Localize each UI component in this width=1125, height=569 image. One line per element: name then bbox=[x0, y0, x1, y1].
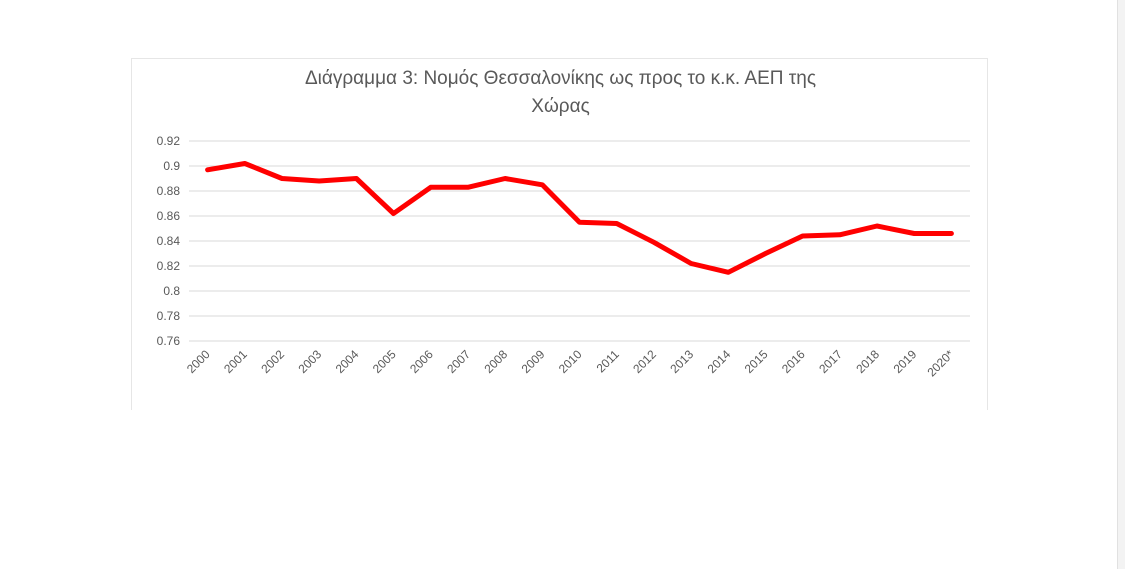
chart-title-line2: Χώρας bbox=[531, 96, 590, 117]
x-tick-label: 2005 bbox=[370, 347, 399, 376]
x-tick-label: 2020* bbox=[924, 347, 956, 379]
x-tick-label: 2014 bbox=[705, 347, 734, 376]
vertical-scrollbar[interactable] bbox=[1117, 0, 1125, 569]
x-tick-label: 2001 bbox=[221, 347, 250, 376]
x-tick-label: 2019 bbox=[891, 347, 920, 376]
x-tick-label: 2006 bbox=[407, 347, 436, 376]
line-chart-plot: 0.76 0.78 0.8 0.82 0.84 0.86 0.88 0.9 0.92 2000 20… bbox=[157, 134, 970, 379]
y-tick-label: 0.76 bbox=[157, 334, 181, 348]
chart-title: Διάγραμμα 3: Νομός Θεσσαλονίκης ως προς … bbox=[132, 65, 989, 121]
chart-container: Διάγραμμα 3: Νομός Θεσσαλονίκης ως προς … bbox=[131, 58, 988, 410]
y-tick-label: 0.92 bbox=[157, 134, 181, 148]
y-tick-label: 0.9 bbox=[163, 159, 180, 173]
x-tick-label: 2010 bbox=[556, 347, 585, 376]
x-tick-label: 2004 bbox=[333, 347, 362, 376]
x-tick-label: 2007 bbox=[444, 347, 473, 376]
y-tick-label: 0.8 bbox=[163, 284, 180, 298]
x-tick-label: 2017 bbox=[816, 347, 845, 376]
x-tick-label: 2013 bbox=[667, 347, 696, 376]
y-tick-label: 0.82 bbox=[157, 259, 181, 273]
x-tick-label: 2000 bbox=[184, 347, 213, 376]
chart-title-line1: Διάγραμμα 3: Νομός Θεσσαλονίκης ως προς … bbox=[304, 68, 817, 89]
x-tick-label: 2018 bbox=[853, 347, 882, 376]
x-tick-label: 2011 bbox=[594, 347, 622, 375]
y-tick-label: 0.78 bbox=[157, 309, 181, 323]
y-tick-label: 0.84 bbox=[157, 234, 181, 248]
x-tick-label: 2015 bbox=[742, 347, 771, 376]
y-tick-label: 0.88 bbox=[157, 184, 181, 198]
series-line-0 bbox=[205, 161, 954, 275]
x-tick-label: 2012 bbox=[630, 347, 659, 376]
x-tick-label: 2002 bbox=[258, 347, 287, 376]
x-tick-label: 2009 bbox=[519, 347, 548, 376]
x-tick-label: 2003 bbox=[296, 347, 325, 376]
x-tick-label: 2016 bbox=[779, 347, 808, 376]
y-tick-label: 0.86 bbox=[157, 209, 181, 223]
x-tick-label: 2008 bbox=[481, 347, 510, 376]
